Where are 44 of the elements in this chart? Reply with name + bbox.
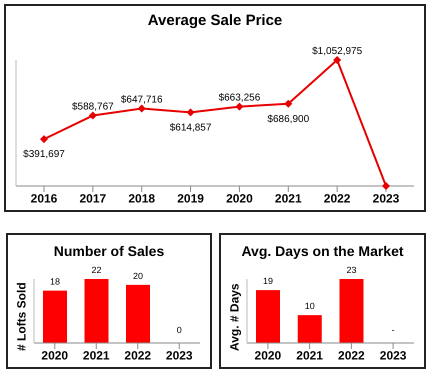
x-tick-label: 2020 — [254, 348, 282, 363]
data-label: 10 — [304, 301, 315, 312]
x-tick-label: 2018 — [128, 192, 156, 206]
x-tick-label: 2017 — [80, 192, 107, 206]
x-tick-label: 2023 — [380, 348, 407, 363]
x-tick-label: 2022 — [124, 348, 152, 363]
x-tick-label: 2023 — [166, 348, 193, 363]
data-label: $686,900 — [267, 114, 310, 125]
x-tick-label: 2021 — [296, 348, 324, 363]
x-tick-label: 2020 — [41, 348, 68, 363]
data-label: $647,716 — [120, 94, 163, 106]
x-tick-label: 2022 — [338, 348, 366, 363]
chart-title: Number of Sales — [52, 243, 166, 259]
point — [138, 104, 146, 112]
x-tick-label: 2022 — [324, 192, 351, 206]
data-label: 19 — [262, 276, 274, 286]
data-label: 22 — [91, 265, 102, 275]
chart-title: Avg. Days on the Market — [240, 243, 405, 259]
data-label: 0 — [176, 325, 183, 335]
point — [186, 108, 195, 116]
text: - — [392, 325, 395, 335]
x-tick-label: 2019 — [177, 192, 204, 206]
point — [88, 112, 97, 120]
point — [333, 56, 342, 64]
x-tick-label: 2020 — [226, 192, 254, 206]
data-label: $1,052,975 — [312, 46, 363, 57]
x-tick-label: 2016 — [30, 192, 58, 206]
point — [235, 102, 244, 111]
y-axis-title: Avg. # Days — [227, 283, 242, 351]
x-tick-label: 2021 — [274, 192, 302, 206]
data-label: 18 — [50, 276, 60, 287]
data-label: $614,857 — [170, 122, 212, 134]
chart-title: Average Sale Price — [146, 12, 284, 29]
data-label: $663,256 — [218, 92, 261, 104]
y-axis-title: # Lofts Sold — [14, 282, 28, 351]
x-tick-label: 2023 — [372, 192, 400, 206]
data-label: $588,767 — [72, 102, 114, 113]
data-label: 23 — [346, 265, 357, 275]
point — [284, 100, 292, 108]
data-label: $391,697 — [23, 149, 66, 160]
data-label: 20 — [132, 270, 144, 281]
point — [40, 135, 48, 144]
point — [382, 182, 390, 190]
x-tick-label: 2021 — [82, 348, 110, 363]
